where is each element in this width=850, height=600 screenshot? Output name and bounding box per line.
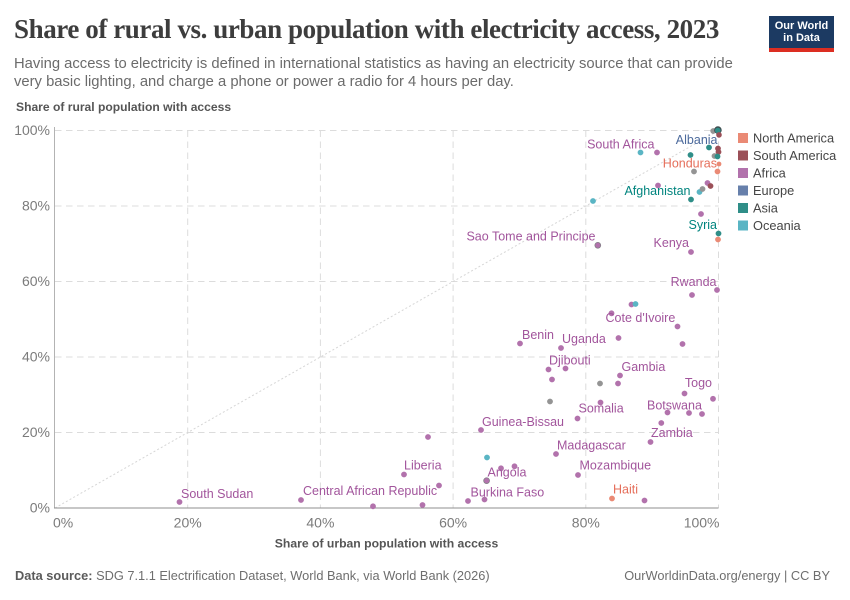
svg-text:40%: 40%	[306, 515, 334, 531]
svg-text:0%: 0%	[30, 500, 50, 516]
svg-text:Cote d'Ivoire: Cote d'Ivoire	[606, 311, 676, 325]
svg-text:South America: South America	[753, 148, 837, 163]
svg-text:Honduras: Honduras	[663, 157, 717, 171]
svg-text:Burkina Faso: Burkina Faso	[471, 486, 545, 500]
svg-text:20%: 20%	[22, 424, 50, 440]
svg-text:Europe: Europe	[753, 183, 794, 198]
svg-text:20%: 20%	[174, 515, 202, 531]
svg-text:Syria: Syria	[689, 218, 718, 232]
svg-text:0%: 0%	[53, 515, 73, 531]
svg-text:Madagascar: Madagascar	[557, 438, 626, 452]
svg-text:100%: 100%	[684, 515, 720, 531]
svg-text:60%: 60%	[22, 273, 50, 289]
svg-text:Zambia: Zambia	[651, 426, 693, 440]
svg-text:Angola: Angola	[488, 466, 527, 480]
svg-text:Liberia: Liberia	[404, 459, 442, 473]
svg-text:South Sudan: South Sudan	[181, 487, 253, 501]
svg-text:Rwanda: Rwanda	[671, 275, 717, 289]
svg-text:Somalia: Somalia	[579, 402, 624, 416]
svg-text:40%: 40%	[22, 349, 50, 365]
svg-text:Share of rural population with: Share of rural population with access	[16, 100, 231, 114]
svg-text:Albania: Albania	[676, 133, 718, 147]
svg-text:Africa: Africa	[753, 166, 787, 181]
svg-text:Togo: Togo	[685, 376, 712, 390]
svg-text:Kenya: Kenya	[654, 236, 689, 250]
svg-text:South Africa: South Africa	[587, 138, 654, 152]
svg-text:Guinea-Bissau: Guinea-Bissau	[482, 415, 564, 429]
svg-text:80%: 80%	[572, 515, 600, 531]
svg-text:Asia: Asia	[753, 201, 779, 216]
svg-text:Sao Tome and Principe: Sao Tome and Principe	[466, 230, 595, 244]
svg-text:Haiti: Haiti	[613, 483, 638, 497]
svg-text:Oceania: Oceania	[753, 218, 802, 233]
svg-text:Benin: Benin	[522, 328, 554, 342]
svg-text:60%: 60%	[439, 515, 467, 531]
svg-text:Uganda: Uganda	[562, 332, 606, 346]
svg-text:Botswana: Botswana	[647, 399, 702, 413]
svg-text:Gambia: Gambia	[622, 360, 666, 374]
svg-text:Share of urban population with: Share of urban population with access	[275, 537, 499, 551]
svg-text:North America: North America	[753, 131, 835, 146]
svg-text:Mozambique: Mozambique	[580, 459, 652, 473]
svg-text:Afghanistan: Afghanistan	[624, 184, 690, 198]
svg-text:Central African Republic: Central African Republic	[303, 484, 437, 498]
svg-text:80%: 80%	[22, 198, 50, 214]
svg-text:100%: 100%	[14, 122, 50, 138]
svg-text:Djibouti: Djibouti	[549, 353, 591, 367]
